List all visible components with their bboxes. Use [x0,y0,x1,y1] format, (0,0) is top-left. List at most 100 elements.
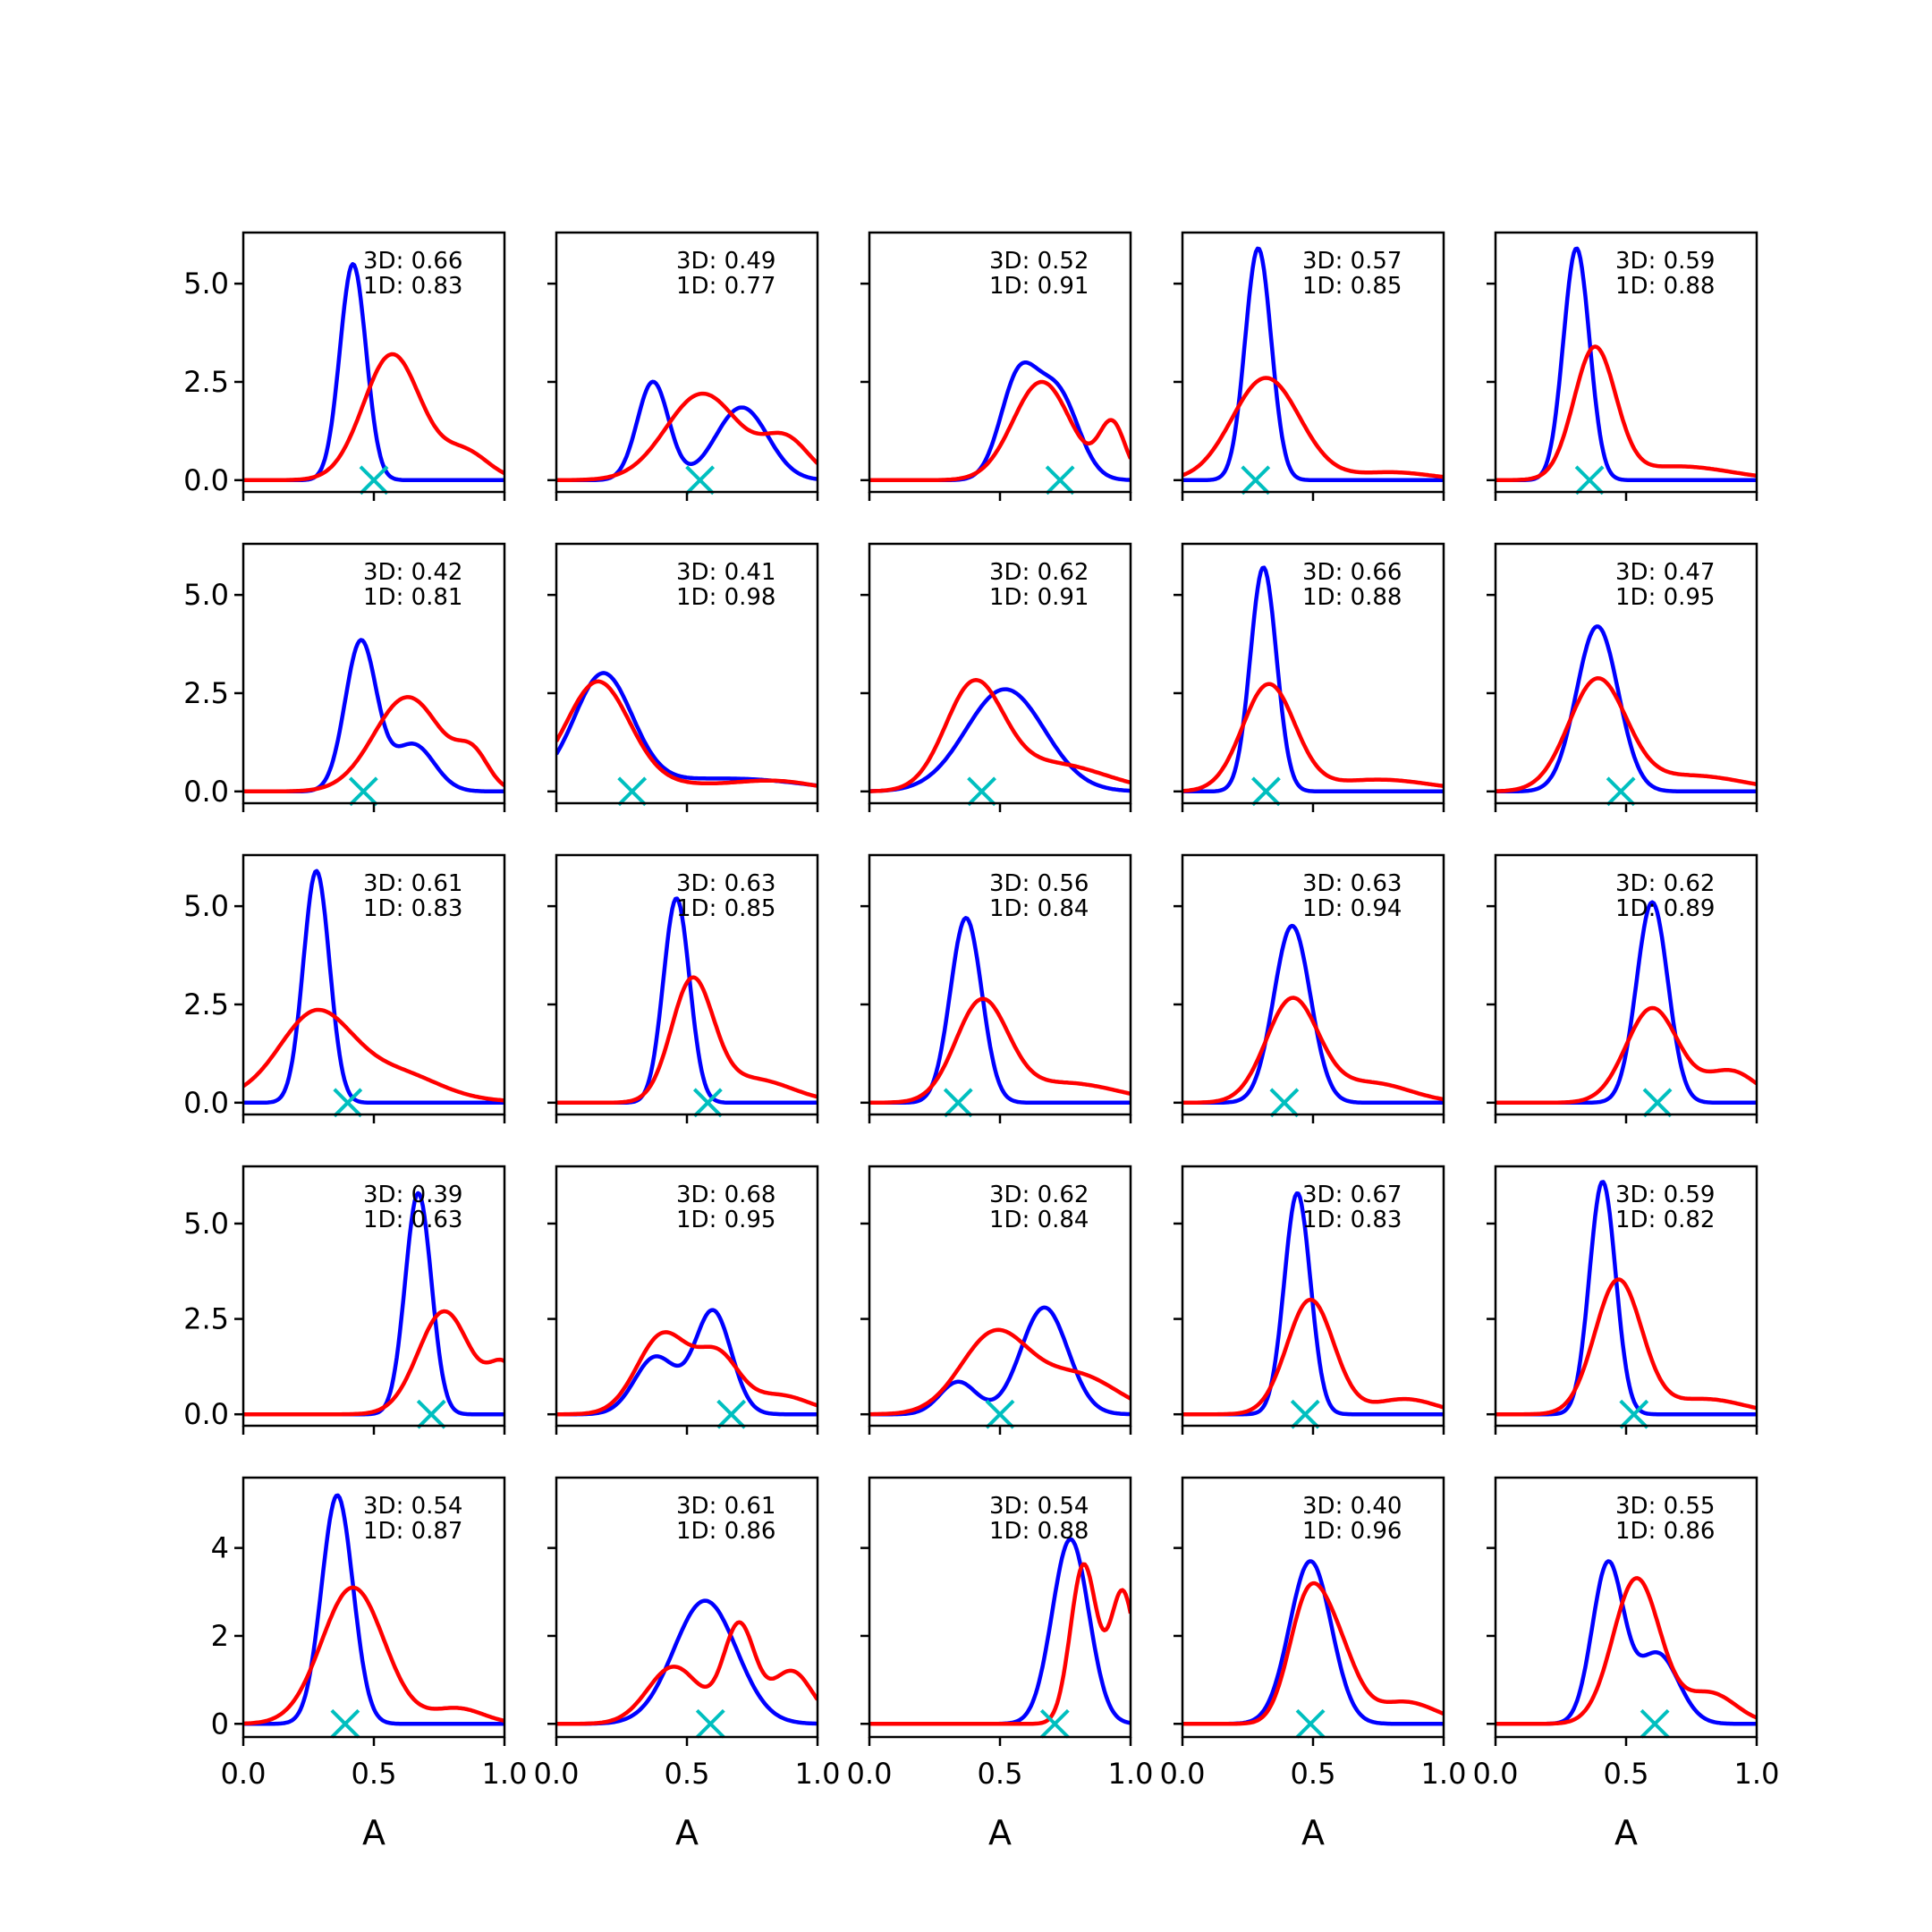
annotation-3d: 3D: 0.68 [676,1182,775,1208]
annotation-3d: 3D: 0.47 [1615,559,1715,586]
true-value-marker [985,1399,1015,1429]
true-value-marker [1295,1708,1326,1739]
annotation-3d: 3D: 0.41 [676,559,775,586]
true-value-marker [1251,776,1281,807]
annotation-1d: 1D: 0.95 [1615,584,1715,611]
x-tick-label: 1.0 [482,1757,528,1791]
true-value-marker [333,1088,363,1118]
x-tick-label: 0.0 [1473,1757,1519,1791]
annotation-1d: 1D: 0.87 [363,1518,462,1545]
annotation-1d: 1D: 0.96 [1302,1518,1402,1545]
annotation-3d: 3D: 0.59 [1615,1182,1715,1208]
true-value-marker [359,465,389,496]
x-tick-label: 0.5 [1604,1757,1649,1791]
series-3d-curve [1496,624,1757,794]
annotation-3d: 3D: 0.67 [1302,1182,1402,1208]
true-value-marker [1241,465,1271,496]
x-tick-label: 0.0 [1160,1757,1206,1791]
series-3d-curve [1182,246,1444,483]
series-1d-curve [1182,682,1444,793]
x-tick-label: 0.5 [665,1757,710,1791]
annotation-3d: 3D: 0.63 [1302,870,1402,897]
true-value-marker [967,776,996,807]
x-axis-label: A [362,1813,386,1852]
y-tick-label: 0.0 [183,1086,229,1120]
y-tick-label: 5.0 [183,889,229,923]
annotation-3d: 3D: 0.42 [363,559,462,586]
x-tick-label: 1.0 [1734,1757,1780,1791]
annotation-3d: 3D: 0.62 [989,1182,1089,1208]
y-tick-label: 2.5 [183,1302,229,1336]
annotation-3d: 3D: 0.63 [676,870,775,897]
annotation-3d: 3D: 0.66 [1302,559,1402,586]
series-1d-curve [869,996,1131,1106]
series-3d-curve [1182,565,1444,794]
x-tick-label: 0.5 [1291,1757,1336,1791]
annotation-3d: 3D: 0.61 [363,870,462,897]
y-tick-label: 0.0 [183,463,229,497]
x-tick-label: 0.0 [221,1757,267,1791]
true-value-marker [330,1708,360,1739]
x-axis-label: A [1614,1813,1638,1852]
x-tick-label: 0.0 [534,1757,580,1791]
annotation-1d: 1D: 0.85 [676,895,775,922]
annotation-1d: 1D: 0.89 [1615,895,1715,922]
annotation-3d: 3D: 0.55 [1615,1493,1715,1520]
y-tick-label: 4 [211,1531,229,1565]
annotation-3d: 3D: 0.49 [676,248,775,275]
annotation-3d: 3D: 0.54 [363,1493,462,1520]
annotation-3d: 3D: 0.59 [1615,248,1715,275]
series-1d-curve [556,975,818,1106]
x-axis-label: A [1301,1813,1325,1852]
series-3d-curve [243,1493,504,1726]
true-value-marker [1574,465,1605,496]
true-value-marker [1619,1399,1649,1429]
annotation-3d: 3D: 0.56 [989,870,1089,897]
series-1d-curve [556,1330,818,1417]
series-1d-curve [243,695,504,794]
x-tick-label: 1.0 [1108,1757,1154,1791]
series-1d-curve [556,679,818,788]
true-value-marker [1290,1399,1320,1429]
y-tick-label: 0.0 [183,1397,229,1431]
series-1d-curve [1182,996,1444,1106]
annotation-3d: 3D: 0.39 [363,1182,462,1208]
annotation-1d: 1D: 0.83 [1302,1207,1402,1233]
series-1d-curve [243,1309,504,1417]
y-tick-label: 2 [211,1619,229,1653]
x-tick-label: 1.0 [795,1757,841,1791]
annotation-3d: 3D: 0.62 [1615,870,1715,897]
x-tick-label: 0.5 [978,1757,1023,1791]
annotation-1d: 1D: 0.88 [1615,273,1715,300]
annotation-3d: 3D: 0.61 [676,1493,775,1520]
annotation-1d: 1D: 0.84 [989,1207,1089,1233]
y-tick-label: 5.0 [183,1207,229,1241]
annotation-1d: 1D: 0.85 [1302,273,1402,300]
annotation-1d: 1D: 0.88 [989,1518,1089,1545]
annotation-1d: 1D: 0.86 [1615,1518,1715,1545]
y-tick-label: 0 [211,1707,229,1741]
series-1d-curve [1496,344,1757,483]
true-value-marker [617,776,648,807]
x-axis-label: A [675,1813,699,1852]
annotation-1d: 1D: 0.77 [676,273,775,300]
annotation-1d: 1D: 0.91 [989,584,1089,611]
series-3d-curve [1182,923,1444,1106]
series-3d-curve [556,1308,818,1417]
